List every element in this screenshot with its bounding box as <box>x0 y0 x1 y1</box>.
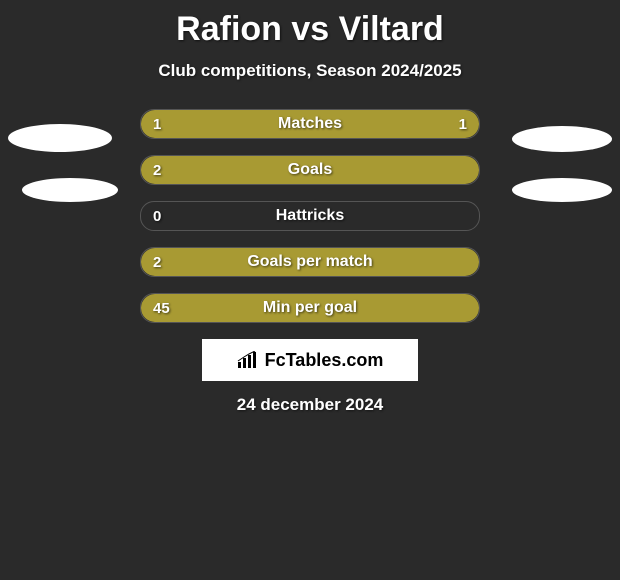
stat-label: Hattricks <box>141 202 479 230</box>
stats-bars: 11Matches 2Goals 0Hattricks 2Goals per matc… <box>0 109 620 323</box>
brand-box: FcTables.com <box>202 339 418 381</box>
stat-row: 0Hattricks <box>140 201 480 231</box>
stat-row: 2Goals <box>140 155 480 185</box>
subtitle: Club competitions, Season 2024/2025 <box>0 61 620 81</box>
stat-label: Matches <box>141 110 479 138</box>
stat-label: Goals per match <box>141 248 479 276</box>
stat-row: 2Goals per match <box>140 247 480 277</box>
chart-icon <box>237 351 259 369</box>
stat-row: 11Matches <box>140 109 480 139</box>
brand-text: FcTables.com <box>265 350 384 371</box>
stat-label: Min per goal <box>141 294 479 322</box>
page-title: Rafion vs Viltard <box>0 0 620 49</box>
stat-label: Goals <box>141 156 479 184</box>
stat-row: 45Min per goal <box>140 293 480 323</box>
date-label: 24 december 2024 <box>0 395 620 415</box>
